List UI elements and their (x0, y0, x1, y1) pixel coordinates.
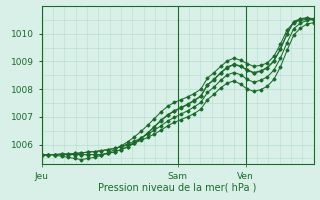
X-axis label: Pression niveau de la mer( hPa ): Pression niveau de la mer( hPa ) (99, 182, 257, 192)
